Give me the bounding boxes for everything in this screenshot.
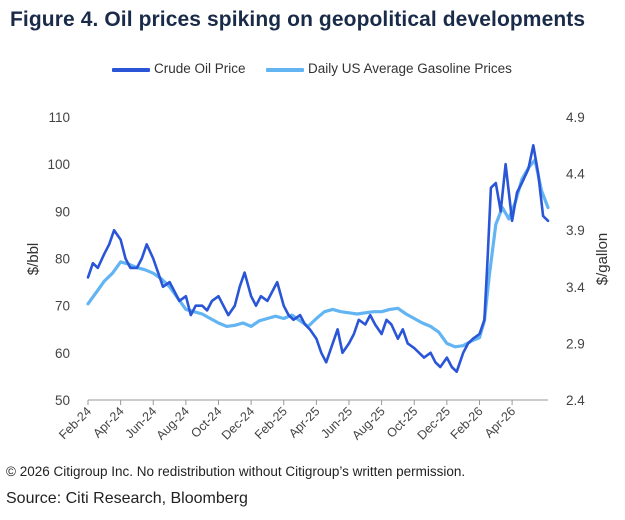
y-tick-label: 90 [55, 204, 70, 219]
x-tick-label: Aug-25 [349, 404, 387, 442]
y2-tick-label: 2.4 [566, 393, 585, 408]
y-tick-label: 60 [55, 346, 70, 361]
y2-tick-label: 4.9 [566, 110, 585, 125]
x-tick-label: Oct-24 [188, 404, 224, 440]
x-tick-label: Feb-25 [252, 404, 290, 442]
x-tick-label: Feb-26 [448, 404, 486, 442]
y-tick-label: 50 [55, 393, 70, 408]
line-chart: 50 60 70 80 90 100 110 2.4 2.9 3.4 3.9 4.4 4.9 $/bbl $… [25, 110, 611, 443]
x-tick-label: Jun-24 [122, 404, 159, 441]
legend-label-gasoline: Daily US Average Gasoline Prices [308, 61, 512, 76]
y-tick-label: 80 [55, 252, 70, 267]
legend-label-crude: Crude Oil Price [154, 61, 246, 76]
y2-axis-title: $/gallon [594, 233, 611, 286]
y-tick-label: 110 [48, 110, 70, 125]
y-tick-label: 70 [55, 299, 70, 314]
x-tick-label: Feb-24 [56, 404, 94, 442]
y-axis-title: $/bbl [25, 243, 42, 276]
y2-tick-label: 3.9 [566, 223, 585, 238]
legend-swatch-gasoline [266, 68, 304, 72]
x-tick-label: Dec-24 [219, 404, 257, 442]
crude-oil-price-line [86, 144, 550, 373]
copyright-note: © 2026 Citigroup Inc. No redistribution … [6, 464, 466, 479]
legend-swatch-crude [112, 68, 150, 72]
y2-tick-label: 3.4 [566, 280, 585, 295]
x-tick-label: Apr-25 [286, 404, 322, 440]
x-tick-label: Dec-25 [415, 404, 453, 442]
gasoline-price-line [86, 158, 550, 349]
source-note: Source: Citi Research, Bloomberg [6, 490, 248, 507]
x-tick-label: Oct-25 [384, 404, 420, 440]
y2-tick-label: 4.4 [566, 167, 585, 182]
y-tick-label: 100 [47, 157, 70, 172]
x-tick-label: Apr-26 [482, 404, 518, 440]
chart-legend: Crude Oil Price Daily US Average Gasolin… [0, 58, 625, 80]
x-tick-label: Apr-24 [90, 404, 126, 440]
y2-tick-label: 2.9 [566, 336, 585, 351]
x-tick-label: Aug-24 [154, 404, 192, 442]
figure-title: Figure 4. Oil prices spiking on geopolit… [10, 8, 586, 31]
x-tick-label: Jun-25 [318, 404, 355, 441]
